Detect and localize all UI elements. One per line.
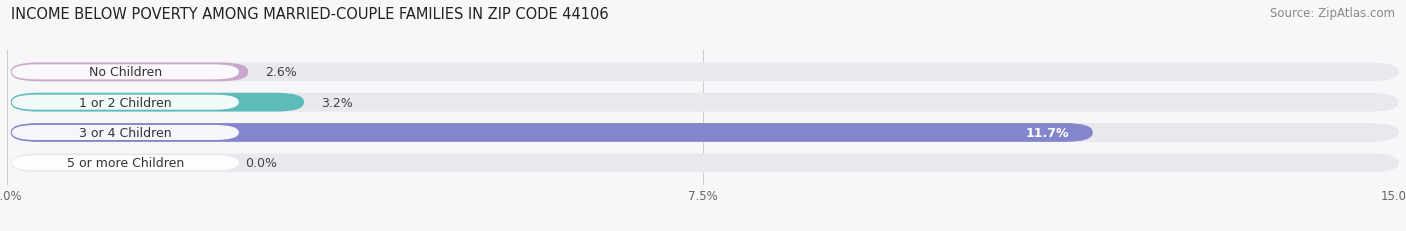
Text: No Children: No Children xyxy=(89,66,162,79)
FancyBboxPatch shape xyxy=(11,63,249,82)
FancyBboxPatch shape xyxy=(11,125,239,140)
Text: 1 or 2 Children: 1 or 2 Children xyxy=(79,96,172,109)
Text: 2.6%: 2.6% xyxy=(264,66,297,79)
FancyBboxPatch shape xyxy=(11,93,304,112)
Text: 5 or more Children: 5 or more Children xyxy=(66,157,184,170)
Text: Source: ZipAtlas.com: Source: ZipAtlas.com xyxy=(1270,7,1395,20)
FancyBboxPatch shape xyxy=(11,124,1092,142)
FancyBboxPatch shape xyxy=(11,93,1399,112)
FancyBboxPatch shape xyxy=(11,63,1399,82)
Text: INCOME BELOW POVERTY AMONG MARRIED-COUPLE FAMILIES IN ZIP CODE 44106: INCOME BELOW POVERTY AMONG MARRIED-COUPL… xyxy=(11,7,609,22)
Text: 0.0%: 0.0% xyxy=(246,157,277,170)
FancyBboxPatch shape xyxy=(11,95,239,110)
FancyBboxPatch shape xyxy=(11,124,1399,142)
FancyBboxPatch shape xyxy=(11,154,1399,172)
Text: 3 or 4 Children: 3 or 4 Children xyxy=(79,126,172,139)
Text: 3.2%: 3.2% xyxy=(321,96,353,109)
FancyBboxPatch shape xyxy=(11,65,239,80)
FancyBboxPatch shape xyxy=(11,156,239,170)
Text: 11.7%: 11.7% xyxy=(1026,126,1070,139)
